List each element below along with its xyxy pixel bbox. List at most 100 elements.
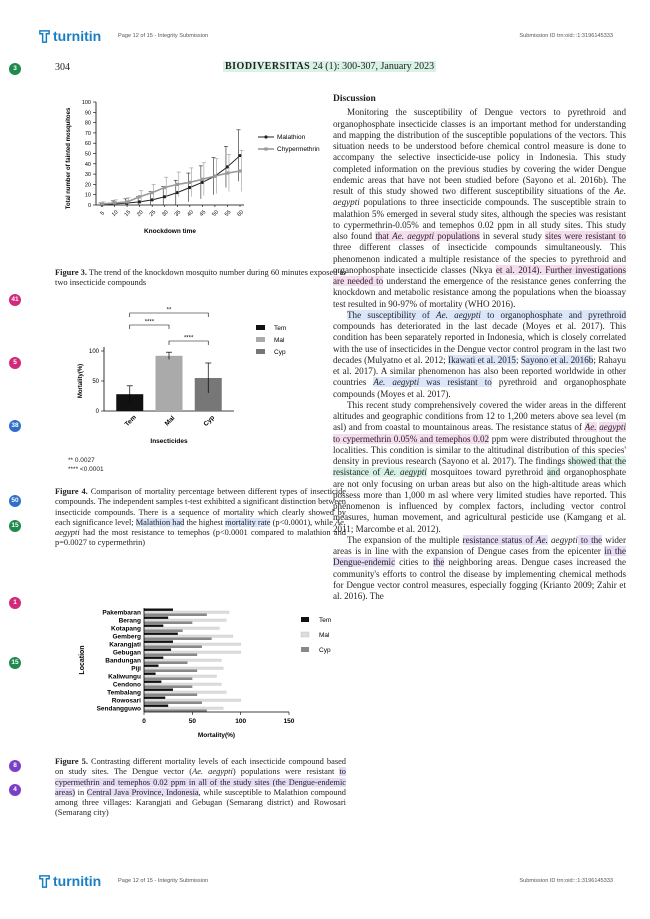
highlighted-text: The susceptibility of bbox=[347, 309, 437, 320]
y-tick-label: Berang bbox=[119, 618, 141, 625]
text-run: Monitoring the susceptibility of Dengue … bbox=[333, 107, 626, 196]
text-run: mosquitoes toward pyrethroid bbox=[426, 467, 547, 478]
y-tick-label: Cendono bbox=[113, 682, 141, 689]
sig-note-2: **** <0.0001 bbox=[68, 466, 104, 473]
y-tick-label: Kaliwungu bbox=[108, 674, 141, 681]
bar bbox=[144, 693, 198, 696]
similarity-marker[interactable]: 4 bbox=[9, 784, 21, 796]
highlighted-text: that bbox=[375, 231, 393, 241]
similarity-marker[interactable]: 3 bbox=[9, 63, 21, 75]
y-tick-label: 40 bbox=[85, 162, 91, 168]
data-point bbox=[138, 195, 142, 199]
journal-name: BIODIVERSITAS bbox=[225, 61, 311, 72]
figure-5-caption: Figure 5. Contrasting different mortalit… bbox=[55, 757, 346, 819]
caption-highlight: Malathion had bbox=[135, 517, 185, 527]
bar bbox=[116, 394, 144, 411]
caption-text: , while susceptible to Malathion compoun… bbox=[55, 787, 346, 818]
highlighted-text: Ae. aegypti bbox=[392, 231, 435, 241]
data-point bbox=[112, 201, 117, 205]
footer-page-info: Page 12 of 15 - Integrity Submission bbox=[118, 878, 209, 884]
x-tick-label: Mal bbox=[164, 415, 177, 428]
bar bbox=[143, 666, 224, 670]
similarity-marker[interactable]: 1 bbox=[9, 597, 21, 609]
x-tick-label: 150 bbox=[284, 718, 295, 725]
x-tick-label: 40 bbox=[186, 209, 195, 218]
text-run: ppm were distributed throughout the loca… bbox=[333, 433, 626, 467]
y-tick-label: Pakembaran bbox=[102, 610, 141, 617]
data-point bbox=[125, 200, 129, 204]
similarity-marker[interactable]: 15 bbox=[9, 657, 21, 669]
bar bbox=[155, 355, 183, 411]
y-tick-label: 20 bbox=[85, 182, 91, 188]
similarity-marker[interactable]: 15 bbox=[9, 520, 21, 532]
sig-note-1: ** 0.0027 bbox=[68, 457, 95, 464]
legend-swatch bbox=[301, 647, 309, 652]
bar bbox=[144, 608, 173, 611]
text-run: in several study bbox=[479, 231, 546, 241]
similarity-marker[interactable]: 38 bbox=[9, 420, 21, 432]
data-point bbox=[225, 171, 230, 175]
turnitin-logo-icon bbox=[39, 30, 50, 43]
discussion-heading: Discussion bbox=[333, 94, 376, 104]
data-point bbox=[138, 200, 142, 204]
caption-italic: Ae. aegypti bbox=[192, 767, 233, 777]
significance-label: ** bbox=[167, 308, 172, 314]
y-axis-title: Total number of fainted mosquitoes bbox=[66, 107, 72, 209]
bar bbox=[144, 637, 212, 640]
data-point bbox=[150, 198, 154, 202]
data-point bbox=[225, 165, 230, 169]
y-tick-label: Gemberg bbox=[112, 634, 141, 641]
bar bbox=[143, 610, 230, 614]
highlighted-text: to cypermethrin 0.05% and temephos 0.02 bbox=[333, 433, 490, 444]
x-axis-title: Knockdown time bbox=[144, 228, 196, 235]
turnitin-logo: turnitin bbox=[38, 28, 101, 44]
similarity-marker[interactable]: 41 bbox=[9, 294, 21, 306]
x-tick-label: 50 bbox=[211, 209, 220, 218]
legend-label: Cyp bbox=[319, 647, 331, 654]
highlighted-text: Ae. bbox=[584, 422, 597, 433]
caption-text: had the most resistance to temephos (p<0… bbox=[55, 528, 346, 548]
bar bbox=[144, 661, 188, 664]
data-point bbox=[163, 195, 167, 199]
text-run: ; bbox=[515, 354, 521, 365]
bar bbox=[143, 650, 241, 654]
x-tick-label: 0 bbox=[142, 718, 146, 725]
significance-label: **** bbox=[184, 336, 194, 342]
bar bbox=[144, 680, 162, 683]
bar bbox=[144, 656, 164, 659]
similarity-marker[interactable]: 50 bbox=[9, 495, 21, 507]
y-tick-label: 50 bbox=[92, 379, 99, 385]
x-tick-label: 15 bbox=[124, 209, 133, 218]
similarity-marker[interactable]: 8 bbox=[9, 760, 21, 772]
y-axis-title: Mortality(%) bbox=[78, 364, 84, 398]
legend-swatch bbox=[256, 337, 265, 342]
legend-label: Tem bbox=[319, 617, 331, 624]
caption-italic: Ae. aegypti bbox=[55, 517, 346, 538]
y-tick-label: 30 bbox=[85, 172, 91, 178]
figure-4-label: Figure 4. bbox=[55, 487, 88, 496]
data-point bbox=[188, 180, 192, 184]
turnitin-logo-icon bbox=[39, 875, 50, 888]
highlighted-text: the bbox=[433, 557, 445, 568]
data-point bbox=[150, 191, 154, 195]
text-run: organophosphate are not only focusing on… bbox=[333, 467, 627, 534]
x-tick-label: 30 bbox=[161, 209, 170, 218]
x-tick-label: Tem bbox=[124, 414, 138, 428]
caption-text: in bbox=[75, 787, 87, 797]
text-run: understand the emergence of the resistan… bbox=[333, 276, 626, 309]
x-axis-title: Mortality(%) bbox=[198, 732, 235, 739]
bar bbox=[144, 653, 198, 656]
similarity-marker[interactable]: 5 bbox=[9, 357, 21, 369]
highlighted-text: to the bbox=[577, 534, 603, 545]
y-tick-label: Kotapang bbox=[111, 626, 141, 633]
x-tick-label: 25 bbox=[149, 209, 158, 218]
data-point bbox=[200, 177, 204, 181]
discussion-paragraph-4: The expansion of the multiple resistance… bbox=[333, 534, 626, 603]
y-tick-label: Rowosari bbox=[112, 698, 141, 705]
figure-5-hbar-chart: PakembaranBerangKotapangGembergKarangjat… bbox=[79, 608, 331, 739]
text-run: pyrethroid and organophosphate compounds… bbox=[333, 377, 627, 399]
series-line bbox=[101, 155, 241, 206]
text-run: compounds has deteriorated in the last d… bbox=[333, 321, 626, 365]
figure-3-caption: Figure 3. The trend of the knockdown mos… bbox=[55, 268, 346, 289]
